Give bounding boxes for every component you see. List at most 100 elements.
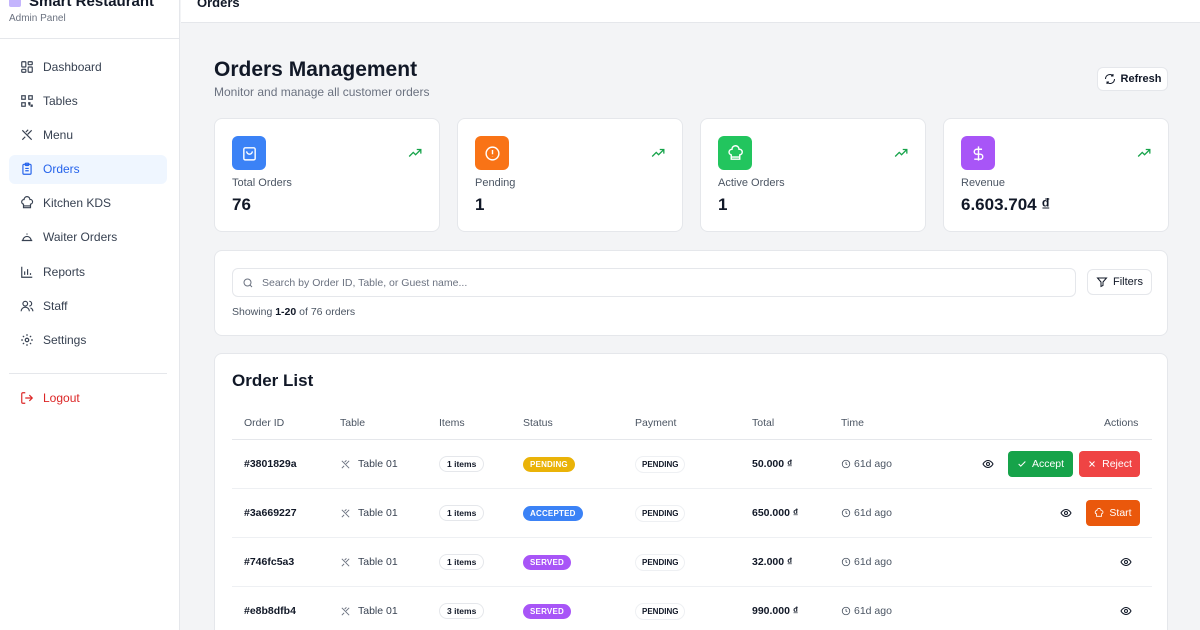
sidebar-item-label: Tables — [43, 93, 78, 108]
logout-icon — [21, 392, 34, 404]
page-subtitle: Monitor and manage all customer orders — [214, 85, 430, 99]
check-icon — [1018, 461, 1026, 467]
trending-up-icon — [408, 148, 422, 157]
view-button[interactable] — [1120, 587, 1132, 630]
table-cell: Table 01 — [340, 440, 398, 488]
payment-cell: PENDING — [635, 440, 686, 488]
view-button[interactable] — [1060, 489, 1072, 537]
dashboard-icon — [21, 60, 33, 73]
sidebar-item-settings[interactable]: Settings — [9, 326, 167, 355]
close-icon — [1089, 461, 1095, 467]
trending-up-icon — [1137, 148, 1151, 157]
status-badge: SERVED — [523, 603, 571, 619]
sidebar-item-kitchen-kds[interactable]: Kitchen KDS — [9, 189, 167, 218]
clock-icon — [841, 557, 851, 567]
search-box — [232, 268, 1076, 297]
sidebar-item-orders[interactable]: Orders — [9, 154, 167, 184]
utensils-icon — [341, 459, 350, 468]
column-header-table: Table — [340, 417, 366, 429]
stat-value: 1 — [718, 195, 728, 214]
sidebar-item-dashboard[interactable]: Dashboard — [9, 52, 167, 81]
items-badge: 3 items — [439, 603, 485, 619]
eye-icon — [982, 459, 994, 469]
start-cell: Start — [1086, 489, 1140, 537]
topbar: Orders — [181, 0, 1200, 23]
sidebar-item-label: Reports — [43, 264, 86, 279]
table-row: #3801829a Table 01 1 items PENDING PENDI… — [232, 440, 1152, 489]
column-header-total: Total — [752, 417, 775, 429]
order-id[interactable]: #3a669227 — [244, 507, 297, 519]
order-id[interactable]: #3801829a — [244, 458, 297, 470]
status-cell: ACCEPTED — [523, 489, 583, 537]
items-badge: 1 items — [439, 554, 485, 570]
order-total: 50.000 ₫ — [752, 458, 793, 470]
chef-hat-icon — [1095, 508, 1104, 517]
items-badge: 1 items — [439, 456, 485, 472]
sidebar-item-tables[interactable]: Tables — [9, 86, 167, 115]
column-header-order-id: Order ID — [244, 417, 285, 429]
brand-subtitle: Admin Panel — [9, 13, 66, 24]
time-cell: 61d ago — [841, 538, 892, 586]
sidebar-nav: Dashboard Tables Menu Orders Kitchen KDS… — [0, 39, 179, 355]
stat-icon-box — [232, 136, 266, 170]
order-total: 32.000 ₫ — [752, 556, 793, 568]
table-row: #e8b8dfb4 Table 01 3 items SERVED PENDIN… — [232, 587, 1152, 630]
filters-button[interactable]: Filters — [1087, 269, 1152, 295]
logout-label: Logout — [43, 391, 80, 405]
stat-card-active-orders: Active Orders 1 — [700, 118, 926, 232]
start-button[interactable]: Start — [1086, 500, 1140, 526]
logo-icon — [9, 0, 21, 7]
refresh-button[interactable]: Refresh — [1097, 67, 1168, 91]
payment-badge: PENDING — [635, 455, 686, 473]
stat-label: Revenue — [961, 177, 1006, 189]
order-total: 990.000 ₫ — [752, 605, 799, 617]
stat-card-total-orders: Total Orders 76 — [214, 118, 440, 232]
clock-icon — [841, 508, 851, 518]
order-id[interactable]: #746fc5a3 — [244, 556, 295, 568]
eye-icon — [1120, 557, 1132, 567]
accept-cell: Accept — [1008, 440, 1073, 488]
items-cell: 3 items — [439, 587, 485, 630]
brand: Smart Restaurant Admin Panel — [0, 0, 179, 39]
sidebar-divider — [9, 372, 167, 374]
table-cell: Table 01 — [340, 538, 398, 586]
status-badge: PENDING — [523, 456, 575, 472]
order-id[interactable]: #e8b8dfb4 — [244, 605, 296, 617]
utensils-icon — [21, 129, 33, 140]
bag-icon — [242, 146, 256, 161]
filter-icon — [1096, 277, 1108, 288]
view-button[interactable] — [982, 440, 994, 488]
accept-button[interactable]: Accept — [1008, 451, 1073, 477]
stat-icon-box — [961, 136, 995, 170]
reject-button[interactable]: Reject — [1079, 451, 1140, 477]
column-header-time: Time — [841, 417, 864, 429]
logout-button[interactable]: Logout — [9, 384, 167, 413]
eye-icon — [1120, 606, 1132, 616]
sidebar-item-label: Orders — [43, 162, 80, 177]
chef-hat-icon — [727, 144, 743, 160]
sidebar-item-staff[interactable]: Staff — [9, 291, 167, 320]
column-header-payment: Payment — [635, 417, 677, 429]
payment-cell: PENDING — [635, 489, 686, 537]
sidebar-item-waiter-orders[interactable]: Waiter Orders — [9, 223, 167, 252]
showing-count: Showing 1-20 of 76 orders — [232, 306, 356, 318]
alert-circle-icon — [484, 145, 500, 161]
items-badge: 1 items — [439, 505, 485, 521]
view-button[interactable] — [1120, 538, 1132, 586]
stat-label: Total Orders — [232, 177, 292, 189]
page-title: Orders Management — [214, 58, 418, 81]
topbar-title: Orders — [197, 0, 240, 10]
search-input[interactable] — [262, 276, 1042, 289]
stat-card-pending: Pending 1 — [457, 118, 683, 232]
status-badge: ACCEPTED — [523, 505, 583, 521]
trending-up-icon — [894, 148, 908, 157]
status-cell: PENDING — [523, 440, 575, 488]
stat-label: Active Orders — [718, 177, 785, 189]
items-cell: 1 items — [439, 440, 485, 488]
users-icon — [20, 300, 34, 312]
payment-cell: PENDING — [635, 587, 686, 630]
utensils-icon — [341, 557, 350, 566]
table-row: #3a669227 Table 01 1 items ACCEPTED PEND… — [232, 489, 1152, 538]
sidebar-item-reports[interactable]: Reports — [9, 257, 167, 286]
sidebar-item-menu[interactable]: Menu — [9, 120, 167, 149]
